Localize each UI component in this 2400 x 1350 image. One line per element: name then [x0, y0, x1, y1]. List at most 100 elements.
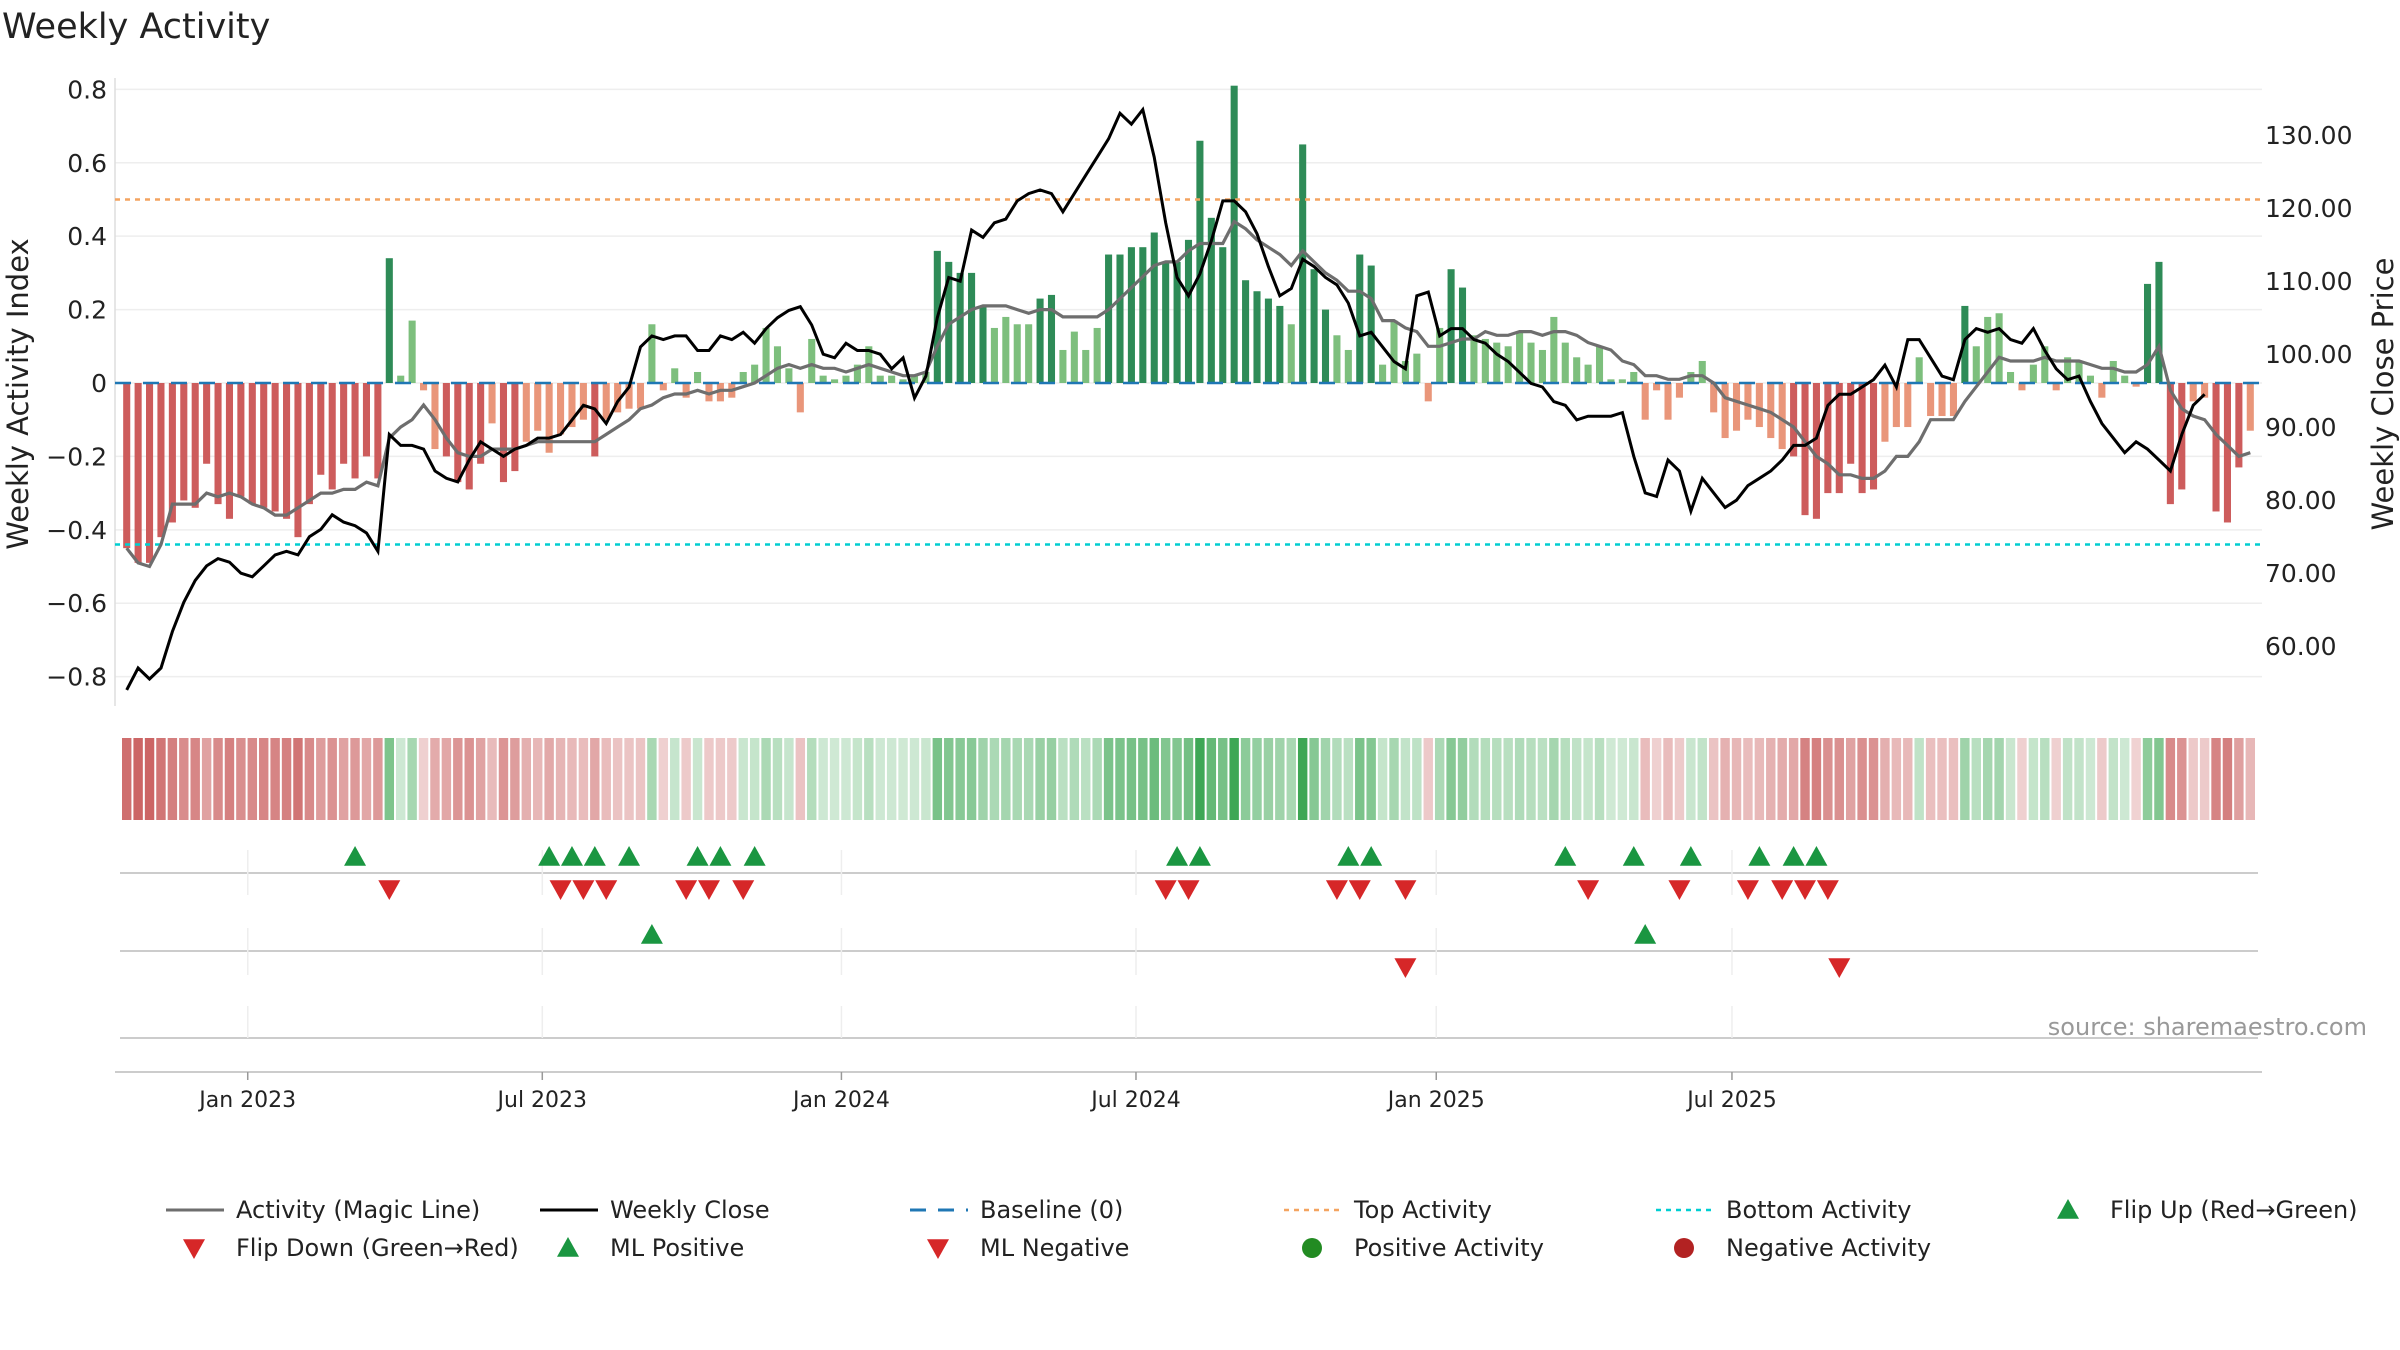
heat-cell: [1720, 738, 1730, 820]
activity-bar: [168, 383, 176, 523]
heat-cell: [704, 738, 714, 820]
activity-bar: [796, 383, 804, 413]
heat-cell: [1092, 738, 1102, 820]
heat-cell: [2074, 738, 2084, 820]
activity-bar: [1995, 313, 2003, 383]
activity-bar: [1184, 239, 1193, 383]
legend-swatch: [1302, 1238, 1322, 1258]
heat-cell: [281, 738, 292, 820]
activity-bar: [1356, 254, 1364, 383]
activity-bar: [1984, 316, 1992, 383]
activity-bar: [1219, 247, 1227, 383]
heat-cell: [555, 738, 566, 820]
activity-bar: [488, 383, 496, 424]
heat-cell: [761, 738, 771, 820]
activity-bar: [1344, 349, 1352, 383]
heat-cell: [510, 738, 520, 820]
activity-bar: [636, 383, 645, 409]
activity-bar: [2189, 383, 2197, 402]
flip-down-marker: [675, 880, 698, 900]
activity-bar: [1675, 383, 1683, 398]
activity-bar: [2201, 383, 2209, 398]
heat-cell: [1012, 738, 1022, 820]
activity-bar: [602, 383, 610, 420]
heat-cell: [384, 738, 395, 820]
legend-label: Weekly Close: [610, 1196, 770, 1224]
heat-cell: [2119, 738, 2130, 820]
heat-cell: [1697, 738, 1707, 820]
heat-cell: [1663, 738, 1673, 820]
heat-cell: [681, 738, 691, 820]
heat-cell: [350, 738, 360, 820]
activity-bar: [2132, 383, 2140, 387]
activity-bar: [1927, 383, 1935, 417]
activity-bar: [1367, 265, 1375, 383]
heat-cell: [167, 738, 178, 820]
heat-cell: [692, 738, 703, 820]
heat-cell: [1183, 738, 1194, 820]
flip-down-marker: [1736, 880, 1759, 900]
heat-cell: [670, 738, 680, 820]
heat-cell: [989, 738, 1000, 820]
heat-cell: [1766, 738, 1776, 820]
activity-bar: [2143, 283, 2152, 383]
heat-cell: [647, 738, 657, 820]
flip-down-marker: [572, 880, 595, 900]
heat-cell: [1686, 738, 1696, 820]
heat-cell: [2234, 738, 2244, 820]
y-ticks-right: 60.00 70.00 80.00 90.00 100.00 110.00 120.00 13…: [2265, 121, 2352, 661]
activity-bar: [545, 383, 553, 453]
heat-cell: [1514, 738, 1525, 820]
activity-bar: [1595, 346, 1604, 383]
activity-bar: [1481, 338, 1489, 383]
activity-bar: [1698, 360, 1706, 383]
activity-bar: [1527, 342, 1535, 383]
activity-bar: [1744, 383, 1752, 420]
heat-cell: [2108, 738, 2118, 820]
source-note: source: sharemaestro.com: [2048, 1013, 2367, 1041]
ml-negative-marker: [1394, 958, 1417, 978]
activity-bar: [2029, 364, 2037, 383]
heat-cell: [2017, 738, 2027, 820]
activity-bar: [785, 368, 793, 383]
activity-bar: [397, 375, 405, 383]
activity-bar: [1630, 371, 1638, 383]
heat-cell: [1457, 738, 1468, 820]
ml-positive-marker: [1634, 924, 1657, 944]
activity-bar: [522, 383, 530, 442]
flip-up-marker: [1166, 846, 1189, 866]
heat-cell: [1834, 738, 1844, 820]
activity-bar: [1276, 305, 1284, 383]
heat-cell: [1332, 738, 1342, 820]
activity-bar: [1162, 261, 1170, 383]
heat-cell: [2211, 738, 2221, 820]
flip-up-marker: [1337, 846, 1360, 866]
legend-label: Activity (Magic Line): [236, 1196, 480, 1224]
heat-cell: [133, 738, 143, 820]
magic-line: [125, 219, 2251, 569]
heat-cell: [1903, 738, 1913, 820]
activity-bar: [1915, 357, 1923, 383]
heat-cell: [1492, 738, 1502, 820]
flip-down-marker: [1577, 880, 1600, 900]
heat-cell: [784, 738, 794, 820]
activity-bar: [1082, 349, 1090, 383]
activity-bar: [454, 383, 462, 483]
activity-bar: [362, 383, 371, 457]
heat-cell: [1606, 738, 1616, 820]
heat-cell: [658, 738, 669, 820]
activity-bar: [876, 375, 884, 383]
activity-bar: [203, 383, 211, 464]
flip-up-marker: [1554, 846, 1577, 866]
legend-label: Top Activity: [1353, 1196, 1492, 1224]
activity-bar: [579, 383, 587, 420]
flip-up-marker: [560, 846, 583, 866]
heat-cell: [533, 738, 543, 820]
legend-label: Flip Up (Red→Green): [2110, 1196, 2358, 1224]
flip-down-marker: [595, 880, 618, 900]
activity-bar: [248, 383, 256, 505]
heat-cell: [453, 738, 463, 820]
activity-bar: [1584, 364, 1592, 383]
activity-bar: [1013, 324, 1021, 383]
